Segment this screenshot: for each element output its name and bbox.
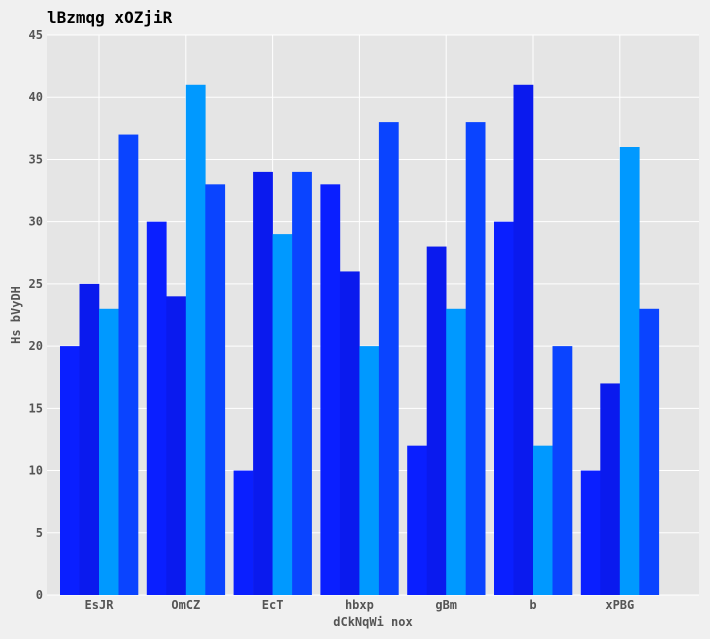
y-tick-label: 10 (29, 464, 43, 478)
bar (639, 308, 660, 595)
bar (205, 184, 226, 596)
bar (233, 470, 254, 595)
y-tick-label: 20 (29, 339, 43, 353)
x-axis-label: dCkNqWi nox (333, 615, 412, 629)
x-tick-label: gBm (435, 598, 457, 612)
y-tick-label: 45 (29, 28, 43, 42)
bar (407, 445, 427, 595)
y-tick-label: 0 (36, 588, 43, 602)
bar (118, 134, 139, 596)
bar (600, 383, 621, 595)
y-tick-label: 35 (29, 152, 43, 166)
x-axis-ticks: EsJR OmCZ EcT hbxp gBm b xPBG (85, 598, 635, 612)
bar (359, 346, 380, 595)
bar (79, 283, 100, 595)
bar (60, 346, 80, 595)
y-axis-ticks: 0 5 10 15 20 25 30 35 40 45 (29, 28, 43, 602)
bar (272, 234, 293, 595)
y-tick-label: 40 (29, 90, 43, 104)
y-axis-label: Hs bVyDH (9, 286, 23, 344)
bar (320, 184, 341, 596)
bar (378, 122, 399, 595)
y-tick-label: 25 (29, 277, 43, 291)
bar (253, 171, 273, 595)
y-tick-label: 30 (29, 215, 43, 229)
bar (185, 84, 206, 596)
bars (60, 84, 660, 596)
bar (465, 122, 486, 595)
x-tick-label: hbxp (345, 598, 374, 612)
bar (446, 308, 466, 595)
y-tick-label: 15 (29, 401, 43, 415)
y-tick-label: 5 (36, 526, 43, 540)
bar (619, 147, 640, 595)
bar (494, 221, 514, 595)
bar (513, 84, 534, 596)
bar (166, 296, 187, 595)
bar (580, 470, 601, 595)
x-tick-label: b (529, 598, 536, 612)
bar (533, 445, 553, 595)
bar (552, 346, 573, 595)
x-tick-label: xPBG (605, 598, 634, 612)
x-tick-label: OmCZ (171, 598, 200, 612)
chart-title: lBzmqg xOZjiR (47, 8, 173, 27)
bar (99, 308, 119, 595)
bar (339, 271, 360, 595)
bar (146, 221, 167, 595)
bar (426, 246, 447, 596)
bar (292, 171, 312, 595)
x-tick-label: EcT (262, 598, 284, 612)
x-tick-label: EsJR (85, 598, 115, 612)
